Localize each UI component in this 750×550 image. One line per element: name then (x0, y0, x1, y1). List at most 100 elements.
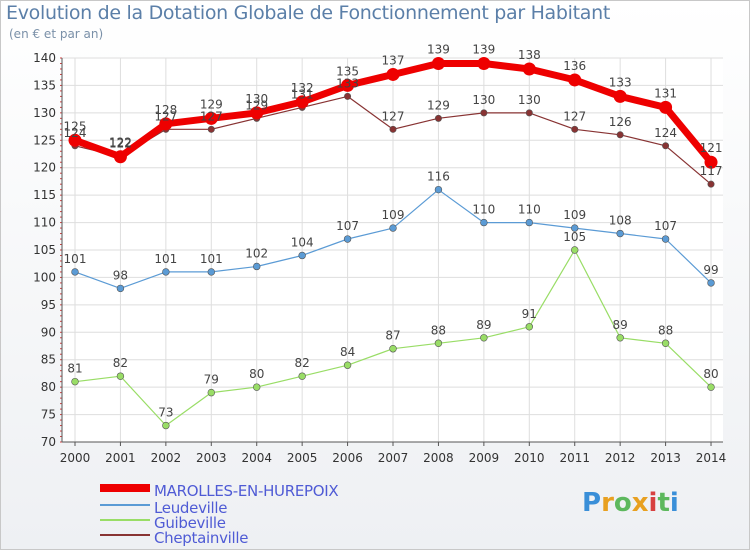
data-label-marolles: 133 (609, 75, 632, 89)
data-point-marolles (204, 111, 218, 125)
data-label-guibeville: 91 (522, 307, 537, 321)
chart-title: Evolution de la Dotation Globale de Fonc… (6, 2, 611, 24)
data-point-guibeville (480, 334, 488, 342)
data-label-cheptainville: 124 (654, 126, 677, 140)
data-label-marolles: 136 (563, 59, 586, 73)
legend-swatch-cheptainville (100, 534, 150, 536)
y-tick-label: 120 (33, 161, 56, 175)
x-tick-label: 2007 (378, 451, 409, 465)
data-point-cheptainville (525, 109, 533, 117)
data-label-cheptainville: 124 (64, 126, 87, 140)
y-tick-label: 85 (41, 353, 56, 367)
data-label-marolles: 131 (654, 86, 677, 100)
data-label-guibeville: 89 (613, 318, 628, 332)
data-label-guibeville: 84 (340, 345, 355, 359)
logo-letter: x (631, 488, 649, 518)
x-tick-label: 2013 (650, 451, 681, 465)
data-label-leudeville: 101 (200, 252, 223, 266)
x-tick-label: 2000 (60, 451, 91, 465)
data-point-cheptainville (389, 125, 397, 133)
data-label-cheptainville: 133 (336, 76, 359, 90)
data-label-leudeville: 116 (427, 170, 450, 184)
data-label-leudeville: 104 (291, 235, 314, 249)
data-label-cheptainville: 130 (518, 93, 541, 107)
y-tick-label: 110 (33, 216, 56, 230)
data-label-leudeville: 101 (154, 252, 177, 266)
data-point-cheptainville (707, 180, 715, 188)
data-point-guibeville (162, 421, 170, 430)
y-tick-label: 90 (41, 325, 56, 339)
data-label-guibeville: 80 (249, 367, 264, 381)
data-point-marolles (431, 56, 445, 70)
data-point-marolles (68, 133, 82, 147)
logo-letter: t (657, 488, 670, 518)
data-point-guibeville (343, 361, 352, 369)
data-point-guibeville (525, 323, 533, 331)
data-label-leudeville: 102 (245, 246, 268, 260)
y-tick-label: 95 (41, 298, 56, 312)
y-tick-label: 75 (41, 408, 56, 422)
y-tick-label: 100 (33, 270, 56, 284)
data-label-leudeville: 98 (113, 268, 128, 282)
legend-swatch-leudeville (100, 504, 150, 506)
data-point-guibeville (571, 246, 579, 254)
data-label-guibeville: 82 (295, 356, 310, 370)
data-point-guibeville (389, 345, 397, 353)
data-point-leudeville (661, 235, 670, 243)
logo-letter: r (601, 488, 614, 518)
x-tick-label: 2001 (105, 451, 136, 465)
data-label-leudeville: 101 (64, 252, 87, 266)
data-point-leudeville (343, 235, 352, 243)
data-label-cheptainville: 126 (609, 115, 632, 129)
data-label-marolles: 139 (472, 42, 495, 56)
y-tick-label: 70 (41, 435, 56, 449)
data-point-guibeville (207, 388, 215, 397)
legend-swatch-guibeville (100, 519, 150, 521)
y-tick-label: 135 (33, 78, 56, 92)
data-point-guibeville (616, 334, 624, 342)
data-point-guibeville (298, 372, 306, 380)
chart-subtitle: (en € et par an) (9, 27, 104, 41)
logo-letter: o (613, 488, 632, 518)
data-point-marolles (341, 78, 355, 92)
data-label-marolles: 137 (382, 53, 405, 67)
data-label-marolles: 132 (291, 81, 314, 95)
legend-swatch-marolles (100, 484, 150, 492)
data-label-cheptainville: 131 (291, 87, 314, 101)
y-tick-label: 115 (33, 188, 56, 202)
data-label-guibeville: 79 (204, 373, 219, 387)
data-point-leudeville (253, 262, 261, 271)
data-point-guibeville (253, 383, 261, 391)
data-point-guibeville (661, 339, 670, 347)
proxiti-logo: Proxiti (582, 488, 679, 518)
x-tick-label: 2010 (514, 451, 545, 465)
data-label-guibeville: 81 (67, 362, 82, 376)
data-label-leudeville: 109 (563, 208, 586, 222)
data-point-leudeville (616, 229, 624, 238)
data-point-cheptainville (207, 125, 215, 133)
data-point-marolles (477, 56, 491, 70)
data-point-cheptainville (616, 131, 624, 139)
data-label-cheptainville: 127 (200, 109, 223, 123)
data-label-leudeville: 107 (654, 219, 677, 233)
data-point-leudeville (162, 268, 170, 276)
data-point-marolles (159, 117, 173, 131)
x-tick-label: 2012 (605, 451, 636, 465)
x-tick-label: 2006 (332, 451, 363, 465)
x-tick-label: 2009 (469, 451, 500, 465)
data-point-guibeville (116, 372, 125, 380)
data-point-marolles (295, 95, 309, 109)
data-point-leudeville (207, 268, 215, 276)
series-layer (68, 56, 718, 430)
data-label-marolles: 138 (518, 48, 541, 62)
data-point-marolles (386, 67, 400, 81)
data-label-guibeville: 88 (431, 323, 446, 337)
data-label-leudeville: 109 (382, 208, 405, 222)
data-point-leudeville (707, 279, 715, 287)
logo-letter: P (582, 488, 602, 518)
data-label-guibeville: 87 (385, 329, 400, 343)
x-tick-label: 2011 (559, 451, 590, 465)
data-label-marolles: 125 (64, 119, 87, 133)
x-tick-label: 2005 (287, 451, 318, 465)
data-point-leudeville (480, 218, 488, 227)
